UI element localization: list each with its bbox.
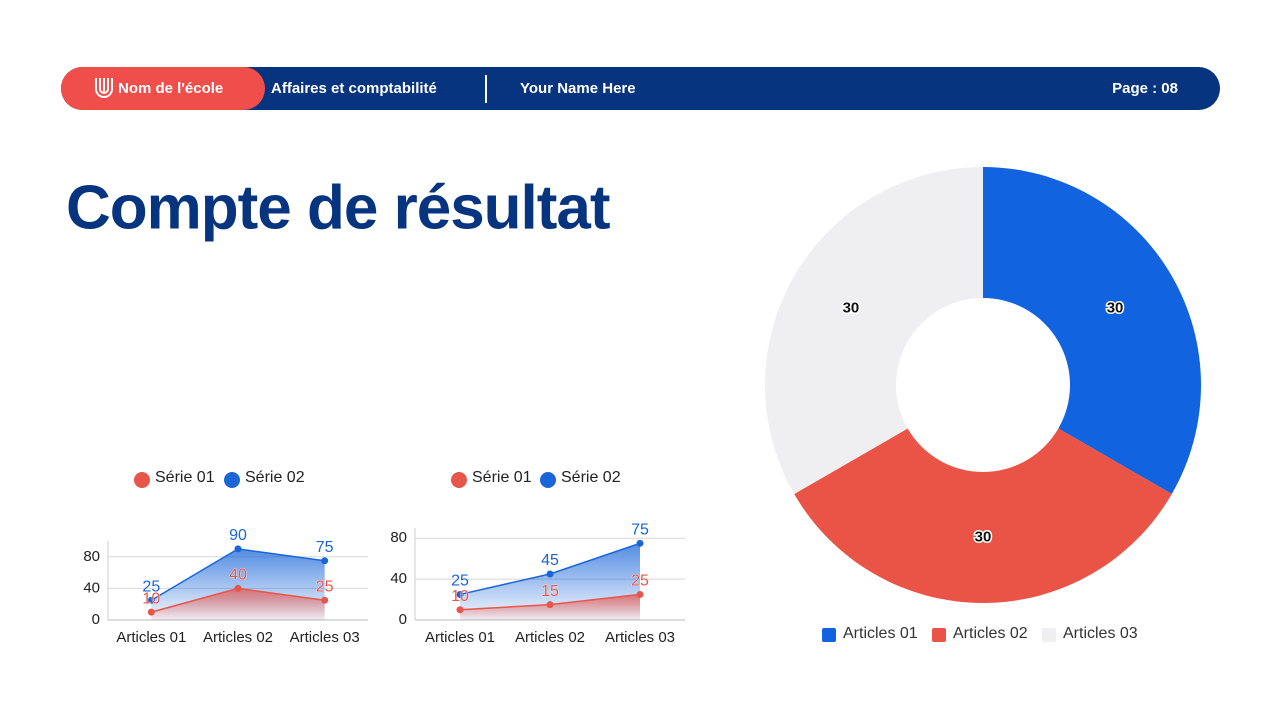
data-point (636, 590, 644, 598)
data-point (321, 596, 329, 604)
y-tick-label: 40 (83, 579, 100, 596)
legend-label: Articles 03 (1063, 625, 1138, 642)
course-name: Affaires et comptabilité (271, 80, 437, 97)
data-point (234, 545, 242, 553)
x-tick-label: Articles 01 (425, 629, 495, 646)
data-point (147, 608, 155, 616)
x-tick-label: Articles 01 (116, 629, 186, 646)
legend-marker (540, 472, 556, 488)
slice-label: 30 (843, 300, 860, 317)
y-tick-label: 80 (390, 529, 407, 546)
data-label: 10 (142, 590, 160, 607)
data-label: 25 (631, 573, 649, 590)
school-name: Nom de l'école (118, 80, 223, 97)
data-point (456, 590, 464, 598)
data-point (234, 584, 242, 592)
header-bar (61, 67, 1220, 110)
data-point (456, 606, 464, 614)
data-label: 90 (229, 527, 247, 544)
y-tick-label: 0 (399, 611, 407, 628)
data-point (147, 596, 155, 604)
legend-marker (134, 472, 150, 488)
x-tick-label: Articles 02 (515, 629, 585, 646)
data-label: 25 (142, 578, 160, 595)
legend-label: Série 02 (561, 469, 621, 486)
data-label: 10 (451, 588, 469, 605)
legend-marker (932, 628, 946, 642)
data-label: 75 (631, 522, 649, 539)
author-name: Your Name Here (520, 80, 636, 97)
school-logo (95, 78, 113, 98)
legend-marker (1042, 628, 1056, 642)
slide-title: Compte de résultat (66, 173, 610, 242)
legend-marker (822, 628, 836, 642)
series-area (151, 588, 325, 620)
legend-label: Série 01 (155, 469, 215, 486)
donut-slice (794, 428, 1172, 603)
data-label: 25 (316, 578, 334, 595)
data-label: 25 (451, 573, 469, 590)
y-tick-label: 40 (390, 570, 407, 587)
data-label: 15 (541, 583, 559, 600)
legend-label: Articles 01 (843, 625, 918, 642)
data-point (546, 570, 554, 578)
data-label: 45 (541, 552, 559, 569)
school-pill (61, 67, 265, 110)
data-point (321, 557, 329, 565)
page-number: Page : 08 (1112, 80, 1178, 97)
legend-label: Série 01 (472, 469, 532, 486)
data-label: 75 (316, 539, 334, 556)
legend-label: Série 02 (245, 469, 305, 486)
x-tick-label: Articles 02 (203, 629, 273, 646)
data-point (636, 539, 644, 547)
y-tick-label: 0 (92, 611, 100, 628)
donut-slice (983, 167, 1201, 494)
slice-label: 30 (1107, 300, 1124, 317)
y-tick-label: 80 (83, 548, 100, 565)
donut-slice (765, 166, 984, 494)
x-tick-label: Articles 03 (290, 629, 360, 646)
x-tick-label: Articles 03 (605, 629, 675, 646)
legend-marker (224, 472, 240, 488)
data-label: 40 (229, 567, 247, 584)
slice-label: 30 (975, 528, 992, 545)
legend-marker (451, 472, 467, 488)
legend-label: Articles 02 (953, 625, 1028, 642)
data-point (546, 601, 554, 609)
